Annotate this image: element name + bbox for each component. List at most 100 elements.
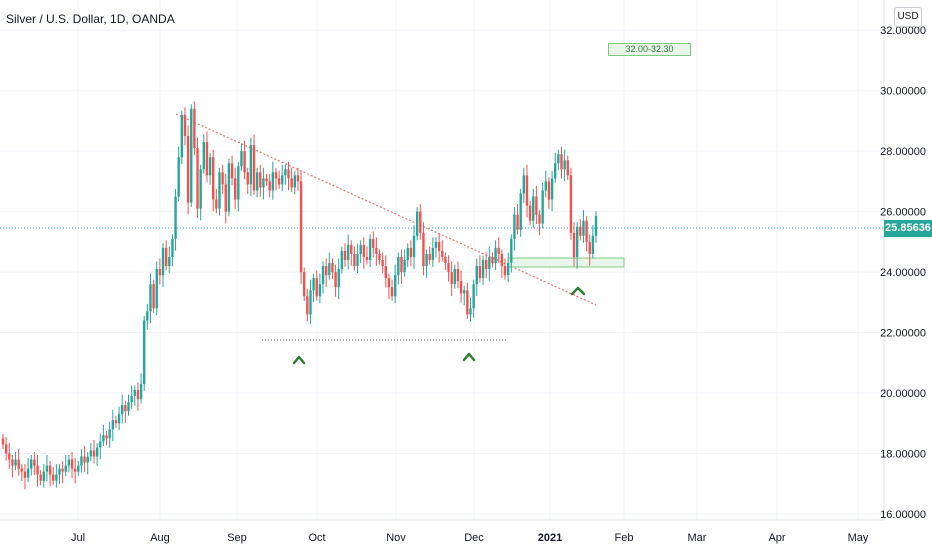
candle-body [77, 465, 80, 472]
candle-body [450, 272, 453, 285]
candle-body [262, 178, 265, 188]
candle-body [550, 178, 554, 200]
y-tick-label: 28.00000 [880, 146, 926, 158]
candle-body [503, 266, 507, 276]
candle-body [281, 175, 284, 185]
candle-body [95, 447, 99, 457]
up-arrow-marker-3 [570, 286, 586, 296]
candle-body [406, 247, 409, 260]
candle-body [149, 284, 152, 312]
time-axis: Jul Aug Sep Oct Nov Dec 2021 Feb Mar Apr May [71, 532, 869, 544]
candle-body [33, 459, 36, 466]
candle-body [164, 247, 168, 267]
x-tick-label: Nov [386, 532, 406, 544]
candle-body [525, 175, 529, 206]
candle-body [45, 465, 49, 472]
candle-body [447, 263, 450, 273]
candle-body [506, 263, 510, 276]
candle-body [14, 459, 17, 466]
candle-body [331, 263, 334, 273]
candle-body [39, 474, 42, 481]
y-tick-label: 24.00000 [880, 267, 926, 279]
candle-body [58, 468, 61, 475]
candle-body [315, 278, 318, 297]
candle-body [287, 169, 290, 179]
candle-body [284, 169, 287, 176]
candle-body [17, 459, 20, 469]
candle-body [481, 260, 485, 279]
y-tick-label: 20.00000 [880, 388, 926, 400]
candle-body [328, 263, 331, 276]
candle-body [337, 269, 340, 288]
candle-body [271, 172, 275, 191]
candle-body [393, 275, 397, 297]
candle-body [362, 244, 366, 257]
candle-body [572, 232, 576, 257]
y-tick-label: 26.00000 [880, 207, 926, 219]
candle-body [89, 450, 93, 457]
candle-body [237, 166, 240, 200]
candle-body [255, 172, 259, 191]
candles [1, 101, 598, 490]
candle-body [121, 405, 124, 415]
up-arrow-marker-2 [462, 352, 476, 362]
candle-body [130, 396, 133, 403]
candle-body [61, 468, 64, 472]
candle-body [99, 441, 102, 448]
candle-body [259, 172, 262, 188]
candle-body [296, 175, 300, 182]
candle-body [23, 471, 27, 478]
candle-body [290, 178, 293, 188]
candle-body [419, 211, 422, 233]
candle-body [152, 284, 155, 309]
annotation-zone-label: 32.00-32.30 [608, 43, 691, 56]
currency-button[interactable]: USD [894, 7, 922, 27]
candle-body [83, 456, 86, 463]
candle-body [384, 266, 387, 279]
candle-body [569, 175, 573, 233]
candle-body [1, 438, 5, 445]
candle-body [318, 284, 322, 297]
candle-body [575, 226, 579, 257]
candle-body [554, 163, 557, 179]
candle-body [230, 163, 234, 179]
candle-body [585, 220, 588, 242]
candle-body [353, 253, 356, 267]
candle-body [20, 468, 24, 472]
candle-body [252, 145, 256, 191]
candle-body [265, 178, 268, 182]
candle-body [372, 238, 375, 248]
candle-body [146, 311, 149, 321]
candle-body [375, 247, 378, 254]
candle-body [26, 468, 30, 478]
chart-grid [0, 0, 884, 520]
candle-body [92, 450, 96, 457]
y-tick-label: 22.00000 [880, 328, 926, 340]
x-tick-label: Sep [227, 532, 247, 544]
candle-body [532, 196, 535, 221]
candle-body [215, 199, 218, 209]
chart-title: Silver / U.S. Dollar, 1D, OANDA [6, 12, 175, 26]
candle-body [183, 114, 187, 137]
y-tick-label: 32.00000 [880, 25, 926, 37]
candle-body [212, 157, 215, 200]
candle-body [249, 145, 253, 185]
candle-body [161, 247, 165, 276]
x-tick-label: Feb [615, 532, 634, 544]
x-tick-label: Apr [768, 532, 785, 544]
candle-body [346, 244, 350, 260]
x-tick-label: Dec [464, 532, 484, 544]
candle-body [193, 108, 196, 149]
candle-body [114, 420, 118, 424]
candle-body [36, 465, 39, 475]
candle-body [293, 175, 296, 188]
candle-body [365, 256, 369, 260]
candle-body [309, 290, 312, 315]
candle-body [340, 250, 344, 270]
candle-body [425, 253, 428, 267]
candle-body [42, 471, 45, 481]
candle-body [409, 247, 413, 257]
candle-body [52, 474, 55, 481]
candle-body [478, 266, 482, 279]
